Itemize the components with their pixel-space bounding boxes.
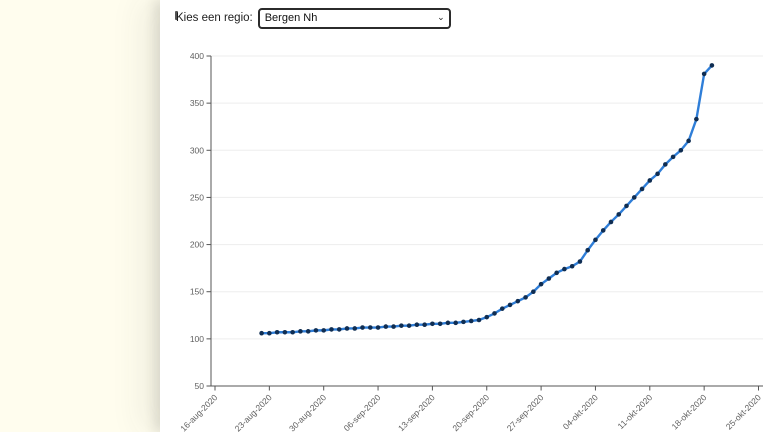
line-chart: 50 100 150 200 250 300 350 400 16-aug-2020 23-aug… — [178, 45, 768, 432]
svg-text:200: 200 — [190, 240, 204, 250]
svg-text:04-okt-2020: 04-okt-2020 — [561, 392, 600, 431]
svg-text:350: 350 — [190, 98, 204, 108]
svg-text:27-sep-2020: 27-sep-2020 — [505, 392, 546, 432]
svg-text:50: 50 — [195, 381, 205, 391]
svg-text:25-okt-2020: 25-okt-2020 — [724, 392, 763, 431]
svg-text:11-okt-2020: 11-okt-2020 — [616, 392, 655, 431]
region-select[interactable]: Bergen Nh — [257, 7, 451, 29]
svg-text:23-aug-2020: 23-aug-2020 — [233, 392, 274, 432]
svg-text:06-sep-2020: 06-sep-2020 — [342, 392, 383, 432]
svg-text:100: 100 — [190, 334, 204, 344]
svg-text:30-aug-2020: 30-aug-2020 — [287, 392, 328, 432]
chart-svg: 50 100 150 200 250 300 350 400 16-aug-2020 23-aug… — [178, 51, 763, 432]
svg-text:20-sep-2020: 20-sep-2020 — [450, 392, 491, 432]
svg-text:250: 250 — [190, 192, 204, 202]
svg-text:300: 300 — [190, 145, 204, 155]
region-select-wrap: Bergen Nh ⌄ — [257, 7, 451, 29]
region-select-label: Kies een regio: — [176, 12, 253, 24]
svg-text:400: 400 — [190, 51, 204, 61]
svg-text:13-sep-2020: 13-sep-2020 — [396, 392, 437, 432]
svg-text:150: 150 — [190, 287, 204, 297]
scrollbar-fragment[interactable] — [175, 11, 178, 20]
region-control-row: Kies een regio: Bergen Nh ⌄ — [176, 6, 451, 30]
svg-text:16-aug-2020: 16-aug-2020 — [180, 392, 220, 432]
svg-text:18-okt-2020: 18-okt-2020 — [669, 392, 708, 431]
content-panel — [160, 0, 768, 432]
